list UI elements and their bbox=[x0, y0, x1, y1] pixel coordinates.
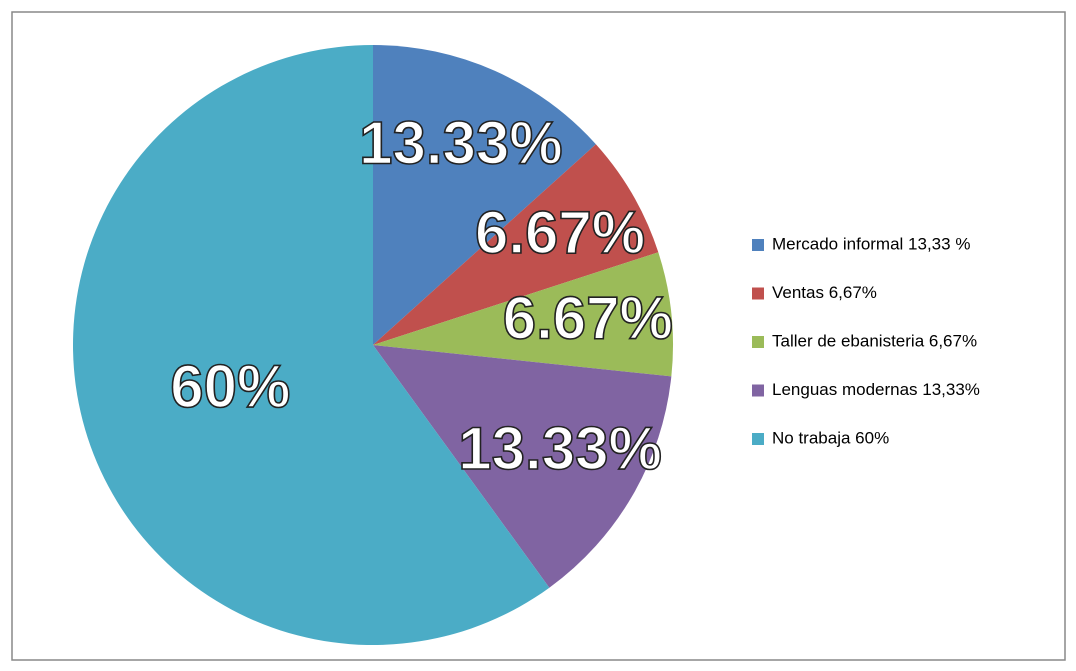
data-label: 60% bbox=[170, 353, 290, 420]
legend-label: Mercado informal 13,33 % bbox=[772, 234, 970, 253]
pie-slice bbox=[373, 144, 659, 345]
pie-slice bbox=[373, 45, 596, 345]
pie-slice bbox=[72, 45, 550, 645]
legend-label: Lenguas modernas 13,33% bbox=[772, 380, 980, 399]
legend-label: Ventas 6,67% bbox=[772, 283, 877, 302]
pie-slice bbox=[373, 345, 672, 588]
legend-label: No trabaja 60% bbox=[772, 428, 889, 447]
pie-slice bbox=[373, 252, 673, 377]
legend-swatch bbox=[752, 433, 764, 445]
legend-swatch bbox=[752, 336, 764, 348]
data-label: 13.33% bbox=[359, 110, 563, 177]
legend-swatch bbox=[752, 239, 764, 251]
legend-swatch bbox=[752, 384, 764, 397]
legend-label: Taller de ebanisteria 6,67% bbox=[772, 331, 977, 350]
data-label: 6.67% bbox=[475, 199, 645, 266]
data-label: 13.33% bbox=[458, 415, 662, 482]
data-label: 6.67% bbox=[503, 284, 673, 351]
legend-swatch bbox=[752, 287, 764, 300]
